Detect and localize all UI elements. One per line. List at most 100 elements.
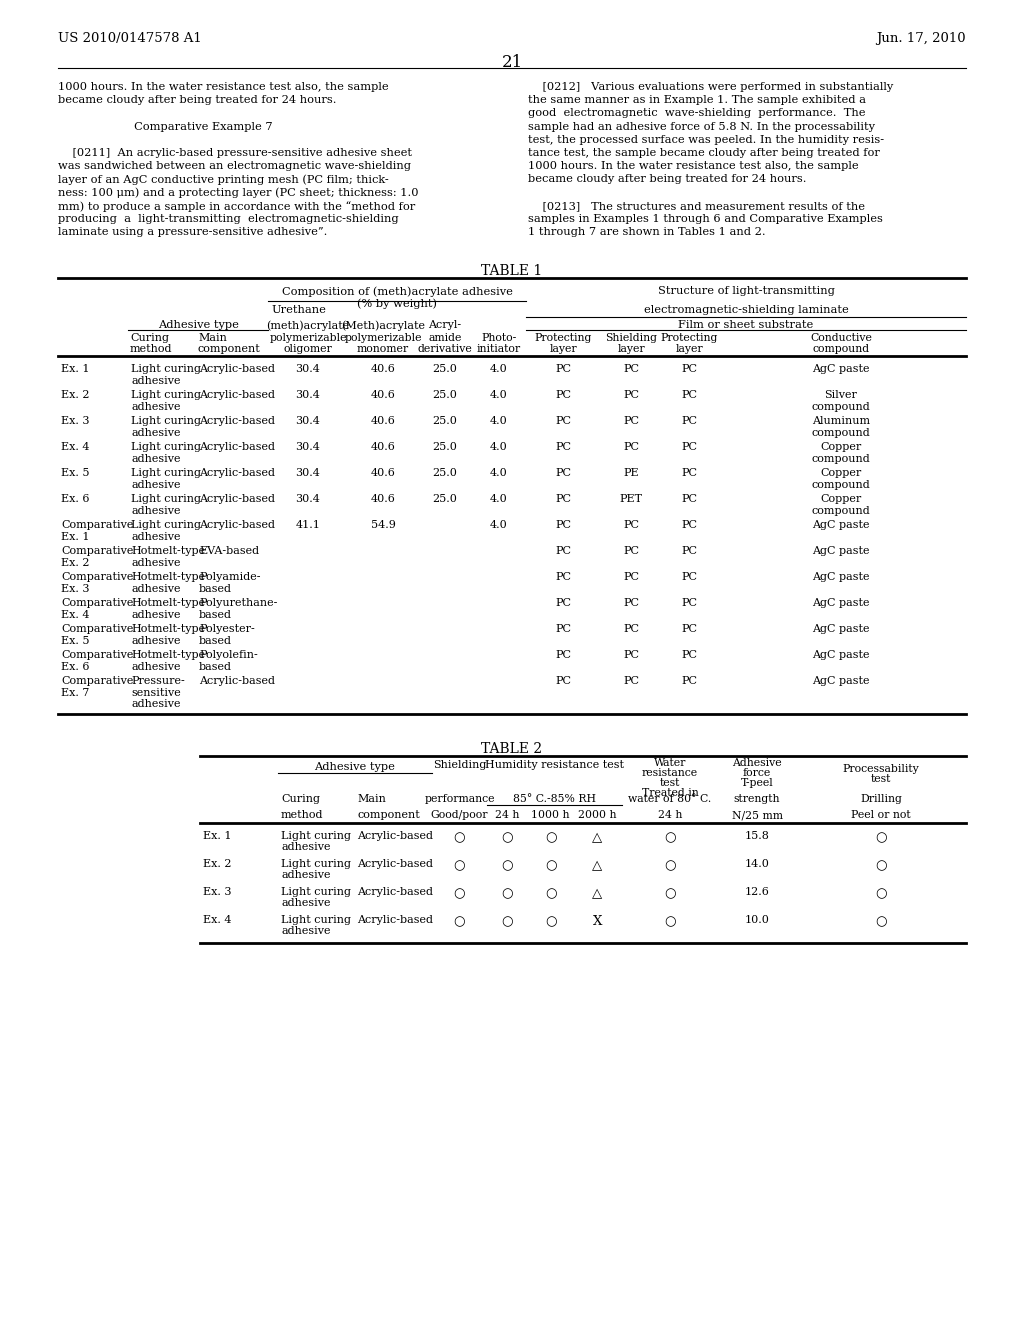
Text: layer: layer (549, 345, 577, 354)
Text: Acryl-: Acryl- (428, 319, 462, 330)
Text: Drilling: Drilling (860, 795, 902, 804)
Text: sensitive: sensitive (131, 688, 181, 697)
Text: Acrylic-based: Acrylic-based (199, 416, 275, 426)
Text: Protecting: Protecting (535, 333, 592, 343)
Text: 40.6: 40.6 (371, 389, 395, 400)
Text: PC: PC (681, 546, 697, 556)
Text: ○: ○ (876, 887, 887, 900)
Text: ○: ○ (665, 859, 676, 873)
Text: PC: PC (681, 520, 697, 531)
Text: [0211]  An acrylic-based pressure-sensitive adhesive sheet: [0211] An acrylic-based pressure-sensiti… (58, 148, 412, 158)
Text: Hotmelt-type: Hotmelt-type (131, 546, 205, 556)
Text: PC: PC (555, 494, 571, 504)
Text: Ex. 4: Ex. 4 (61, 610, 89, 619)
Text: 21: 21 (502, 54, 522, 71)
Text: Photo-: Photo- (481, 333, 517, 343)
Text: Comparative: Comparative (61, 676, 133, 686)
Text: Processability: Processability (843, 764, 920, 774)
Text: Treated in: Treated in (642, 788, 698, 799)
Text: laminate using a pressure-sensitive adhesive”.: laminate using a pressure-sensitive adhe… (58, 227, 328, 238)
Text: PC: PC (681, 389, 697, 400)
Text: Ex. 3: Ex. 3 (203, 887, 231, 898)
Text: became cloudy after being treated for 24 hours.: became cloudy after being treated for 24… (58, 95, 337, 106)
Text: AgC paste: AgC paste (812, 546, 869, 556)
Text: 41.1: 41.1 (296, 520, 321, 531)
Text: 30.4: 30.4 (296, 469, 321, 478)
Text: Copper: Copper (820, 494, 861, 504)
Text: Comparative Example 7: Comparative Example 7 (58, 121, 272, 132)
Text: strength: strength (734, 795, 780, 804)
Text: Main: Main (198, 333, 227, 343)
Text: Ex. 2: Ex. 2 (61, 389, 89, 400)
Text: AgC paste: AgC paste (812, 676, 869, 686)
Text: PC: PC (681, 364, 697, 374)
Text: PC: PC (681, 624, 697, 634)
Text: 40.6: 40.6 (371, 494, 395, 504)
Text: Aluminum: Aluminum (812, 416, 870, 426)
Text: Hotmelt-type: Hotmelt-type (131, 649, 205, 660)
Text: Peel or not: Peel or not (851, 810, 910, 820)
Text: 14.0: 14.0 (744, 859, 769, 869)
Text: 1000 hours. In the water resistance test also, the sample: 1000 hours. In the water resistance test… (58, 82, 389, 92)
Text: adhesive: adhesive (131, 479, 180, 490)
Text: Light curing: Light curing (131, 469, 201, 478)
Text: adhesive: adhesive (131, 700, 180, 709)
Text: adhesive: adhesive (281, 870, 331, 880)
Text: ○: ○ (665, 915, 676, 928)
Text: Ex. 5: Ex. 5 (61, 469, 89, 478)
Text: PC: PC (681, 649, 697, 660)
Text: Light curing: Light curing (131, 364, 201, 374)
Text: Light curing: Light curing (281, 859, 351, 869)
Text: 10.0: 10.0 (744, 915, 769, 925)
Text: adhesive: adhesive (131, 506, 180, 516)
Text: Curing: Curing (130, 333, 169, 343)
Text: △: △ (592, 859, 603, 873)
Text: PC: PC (681, 572, 697, 582)
Text: based: based (199, 635, 232, 645)
Text: Adhesive: Adhesive (732, 758, 781, 768)
Text: ○: ○ (502, 859, 513, 873)
Text: 30.4: 30.4 (296, 416, 321, 426)
Text: 15.8: 15.8 (744, 832, 769, 841)
Text: 85° C.-85% RH: 85° C.-85% RH (513, 795, 596, 804)
Text: Comparative: Comparative (61, 546, 133, 556)
Text: Acrylic-based: Acrylic-based (199, 469, 275, 478)
Text: based: based (199, 583, 232, 594)
Text: PC: PC (681, 598, 697, 609)
Text: performance: performance (424, 795, 495, 804)
Text: AgC paste: AgC paste (812, 572, 869, 582)
Text: X: X (593, 915, 602, 928)
Text: PC: PC (623, 676, 639, 686)
Text: samples in Examples 1 through 6 and Comparative Examples: samples in Examples 1 through 6 and Comp… (528, 214, 883, 224)
Text: became cloudy after being treated for 24 hours.: became cloudy after being treated for 24… (528, 174, 807, 185)
Text: component: component (357, 810, 420, 820)
Text: the same manner as in Example 1. The sample exhibited a: the same manner as in Example 1. The sam… (528, 95, 866, 106)
Text: adhesive: adhesive (131, 610, 180, 619)
Text: 25.0: 25.0 (432, 389, 458, 400)
Text: 30.4: 30.4 (296, 364, 321, 374)
Text: TABLE 1: TABLE 1 (481, 264, 543, 279)
Text: (% by weight): (% by weight) (357, 298, 437, 309)
Text: Silver: Silver (824, 389, 857, 400)
Text: adhesive: adhesive (281, 899, 331, 908)
Text: Main: Main (357, 795, 386, 804)
Text: 4.0: 4.0 (490, 469, 508, 478)
Text: compound: compound (812, 345, 869, 354)
Text: (meth)acrylate: (meth)acrylate (266, 319, 349, 330)
Text: adhesive: adhesive (131, 661, 180, 672)
Text: Acrylic-based: Acrylic-based (199, 520, 275, 531)
Text: Ex. 2: Ex. 2 (203, 859, 231, 869)
Text: 30.4: 30.4 (296, 389, 321, 400)
Text: Comparative: Comparative (61, 649, 133, 660)
Text: 1000 hours. In the water resistance test also, the sample: 1000 hours. In the water resistance test… (528, 161, 859, 172)
Text: Adhesive type: Adhesive type (314, 762, 395, 772)
Text: Copper: Copper (820, 469, 861, 478)
Text: Shielding: Shielding (433, 760, 486, 770)
Text: adhesive: adhesive (281, 842, 331, 853)
Text: Light curing: Light curing (131, 494, 201, 504)
Text: Ex. 6: Ex. 6 (61, 661, 89, 672)
Text: 4.0: 4.0 (490, 364, 508, 374)
Text: ○: ○ (502, 832, 513, 843)
Text: 25.0: 25.0 (432, 416, 458, 426)
Text: oligomer: oligomer (284, 345, 333, 354)
